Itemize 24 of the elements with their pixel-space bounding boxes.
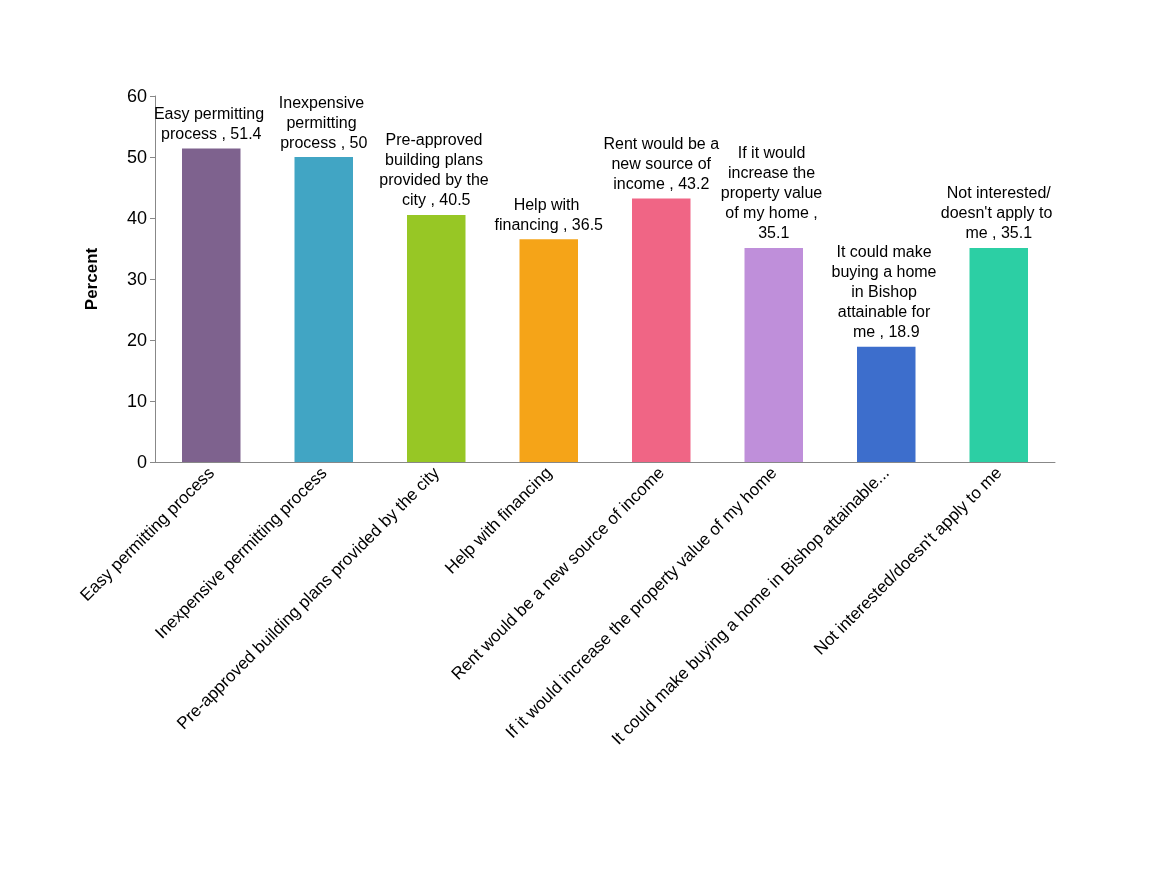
data-label: Rent would be a new source of income , 43.2 [603,134,720,192]
y-tick-label: 20 [126,330,147,350]
y-axis-title: Percent [82,247,101,311]
bar [519,239,578,462]
bar [969,247,1028,462]
bar [182,148,241,462]
bar [294,157,353,462]
data-label: Pre-approved building plans provided by the city , 40.5 [379,131,494,209]
y-tick-label: 30 [126,269,147,289]
bar [744,247,803,462]
data-label: It could make buying a home in Bishop attainable for me , 18.9 [831,243,941,341]
bar [632,198,691,462]
data-label: Inexpensive permitting process , 50 [278,93,369,151]
data-label: Not interested/doesn't apply to me , 35.1 [940,184,1057,242]
y-tick-label: 40 [126,208,147,228]
y-tick-label: 60 [126,86,147,106]
data-label: Help with financing , 36.5 [494,195,604,233]
data-label: If it would increase the property value of my home , 35.1 [720,144,827,242]
y-tick-label: 50 [126,147,147,167]
y-tick-label: 0 [136,452,147,472]
bar [857,346,916,462]
y-tick-label: 10 [126,391,147,411]
data-label: Easy permitting process , 51.4 [153,104,269,142]
bar [407,214,466,462]
